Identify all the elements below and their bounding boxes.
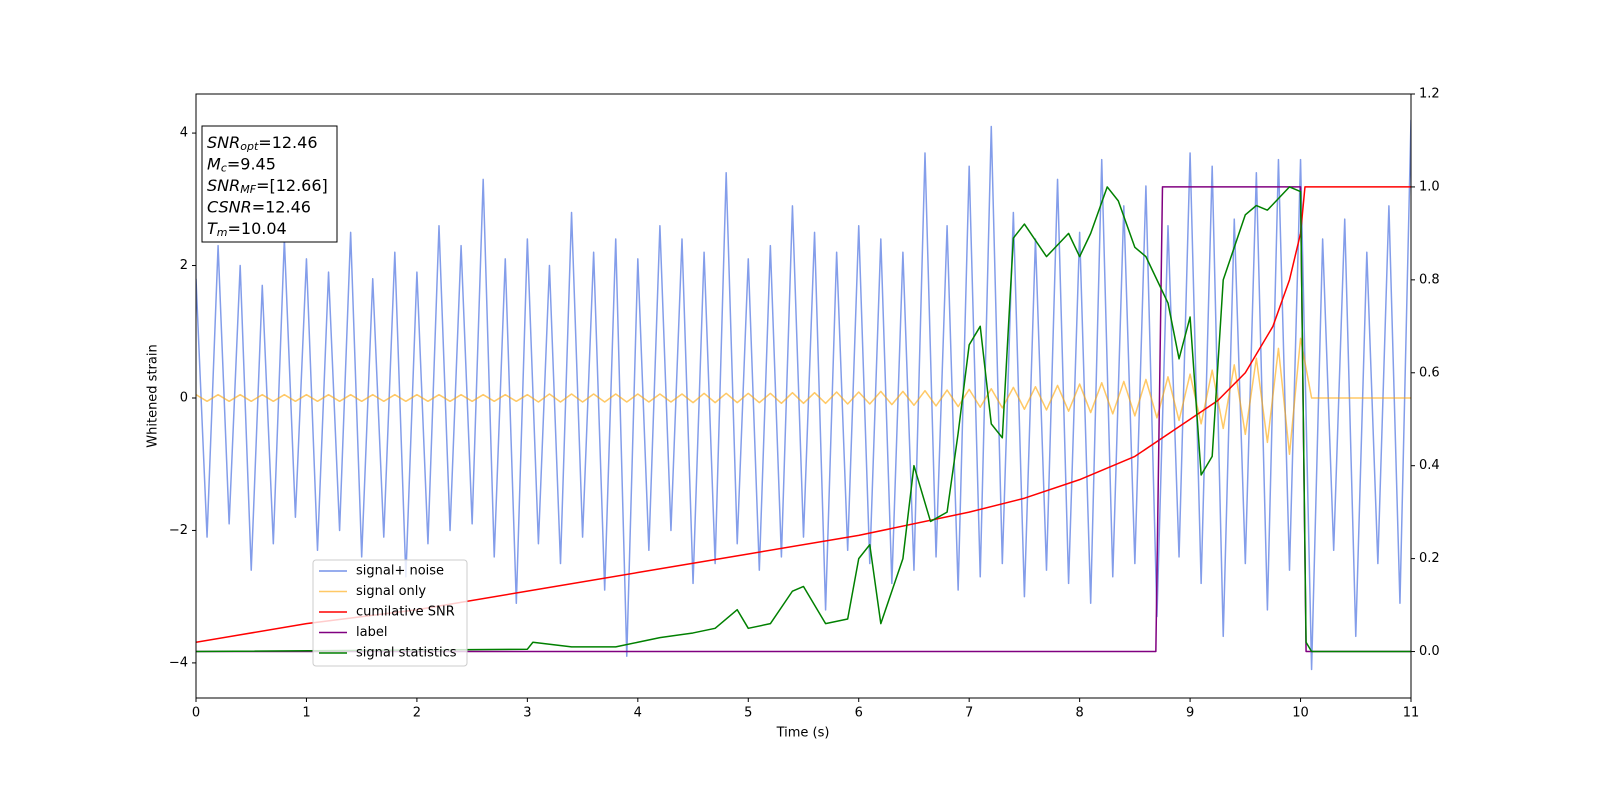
series-line <box>196 186 1411 653</box>
legend-label: cumilative SNR <box>356 605 455 620</box>
annotation-symbol: T <box>207 219 218 238</box>
x-tick-label: 7 <box>965 706 973 721</box>
annotation-value: =[12.66] <box>256 176 328 195</box>
x-tick-label: 2 <box>413 706 421 721</box>
annotation-value: =10.04 <box>228 219 287 238</box>
annotation-line: SNRMF=[12.66] <box>207 176 328 197</box>
series-line <box>196 119 1411 671</box>
y2-tick-label: 0.4 <box>1419 458 1440 473</box>
annotation-line: Mc=9.45 <box>207 154 276 175</box>
annotation-symbol: SNR <box>207 176 240 195</box>
x-tick-label: 10 <box>1292 706 1309 721</box>
x-tick-label: 4 <box>634 706 642 721</box>
y-tick-label: 4 <box>180 126 188 141</box>
legend-label: signal statistics <box>356 646 457 661</box>
y2-tick-label: 1.0 <box>1419 179 1440 194</box>
x-tick-label: 5 <box>744 706 752 721</box>
y-tick-label: 0 <box>180 390 188 405</box>
x-tick-label: 0 <box>192 706 200 721</box>
x-tick-label: 9 <box>1186 706 1194 721</box>
y2-tick-label: 1.2 <box>1419 87 1440 102</box>
x-axis-label: Time (s) <box>776 726 830 741</box>
legend-label: label <box>356 625 387 640</box>
legend-frame <box>312 559 468 667</box>
annotation-subscript: c <box>221 162 227 175</box>
series-line <box>196 337 1411 456</box>
y2-tick-label: 0.0 <box>1419 644 1440 659</box>
y2-tick-label: 0.6 <box>1419 365 1440 380</box>
x-tick-label: 3 <box>523 706 531 721</box>
legend-label: signal only <box>356 584 426 599</box>
annotation-line: SNRopt=12.46 <box>207 133 318 154</box>
annotation-symbol: CSNR <box>207 197 252 216</box>
annotation-symbol: SNR <box>207 133 240 152</box>
annotation-subscript: opt <box>240 140 259 153</box>
annotation-subscript: MF <box>240 183 256 196</box>
annotation-line: Tm=10.04 <box>207 219 287 240</box>
x-tick-label: 6 <box>855 706 863 721</box>
annotation-line: CSNR=12.46 <box>207 197 311 216</box>
annotation-value: =12.46 <box>258 133 317 152</box>
x-tick-label: 8 <box>1075 706 1083 721</box>
annotation-value: =9.45 <box>227 154 276 173</box>
y-tick-label: 2 <box>180 258 188 273</box>
annotation-subscript: m <box>217 226 228 239</box>
y-tick-label: −4 <box>169 655 188 670</box>
annotation-box: SNRopt=12.46Mc=9.45SNRMF=[12.66]CSNR=12.… <box>201 125 338 243</box>
series-line <box>196 186 1411 643</box>
y2-tick-label: 0.2 <box>1419 551 1440 566</box>
y2-tick-label: 0.8 <box>1419 272 1440 287</box>
annotation-value: =12.46 <box>252 197 311 216</box>
legend-label: signal+ noise <box>356 564 444 579</box>
y-axis-label: Whitened strain <box>146 344 161 447</box>
plot-area <box>196 119 1411 671</box>
x-tick-label: 11 <box>1403 706 1420 721</box>
legend: signal+ noise signal only cumilative SNR la… <box>312 559 468 667</box>
x-tick-label: 1 <box>302 706 310 721</box>
y-tick-label: −2 <box>169 523 188 538</box>
annotation-symbol: M <box>207 154 221 173</box>
plot-frame <box>195 93 1412 699</box>
annotation-frame <box>201 125 338 243</box>
